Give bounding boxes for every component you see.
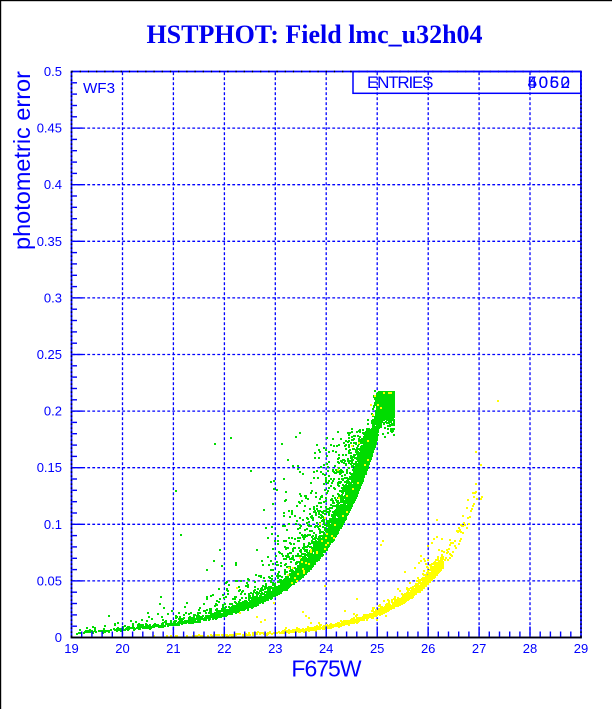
svg-text:20: 20 (115, 641, 129, 656)
svg-text:23: 23 (268, 641, 282, 656)
svg-text:F675W: F675W (291, 656, 361, 682)
svg-text:0: 0 (55, 630, 62, 645)
svg-text:0.3: 0.3 (44, 290, 62, 305)
svg-text:0.2: 0.2 (44, 404, 62, 419)
svg-text:0.4: 0.4 (44, 177, 62, 192)
svg-text:19: 19 (64, 641, 78, 656)
svg-text:0.1: 0.1 (44, 517, 62, 532)
svg-text:27: 27 (472, 641, 486, 656)
svg-text:0.15: 0.15 (37, 460, 62, 475)
svg-text:21: 21 (166, 641, 180, 656)
svg-text:photometric error: photometric error (9, 71, 35, 250)
svg-text:0.45: 0.45 (37, 121, 62, 136)
svg-text:28: 28 (523, 641, 537, 656)
svg-text:0.35: 0.35 (37, 234, 62, 249)
svg-text:ENTRIES: ENTRIES (367, 73, 433, 92)
svg-text:5052: 5052 (528, 73, 572, 92)
svg-text:25: 25 (370, 641, 384, 656)
svg-text:4060: 4060 (528, 73, 572, 92)
svg-text:26: 26 (421, 641, 435, 656)
svg-text:0.25: 0.25 (37, 347, 62, 362)
svg-text:22: 22 (217, 641, 231, 656)
svg-text:29: 29 (574, 641, 588, 656)
svg-text:WF3: WF3 (83, 80, 115, 97)
svg-text:HSTPHOT: Field lmc_u32h04: HSTPHOT: Field lmc_u32h04 (146, 20, 482, 49)
svg-text:24: 24 (319, 641, 333, 656)
svg-text:0.05: 0.05 (37, 573, 62, 588)
svg-text:0.5: 0.5 (44, 64, 62, 79)
